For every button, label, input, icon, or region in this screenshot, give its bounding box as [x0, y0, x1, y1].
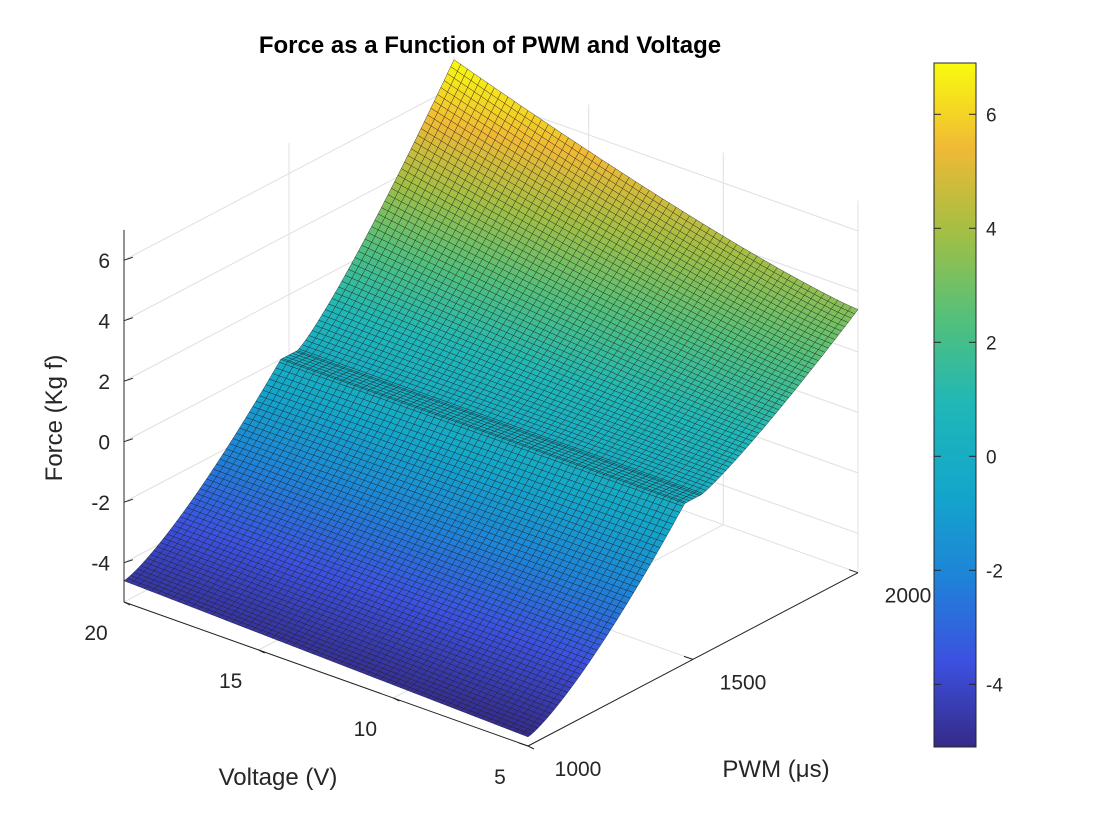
surface-plot: [123, 59, 859, 738]
